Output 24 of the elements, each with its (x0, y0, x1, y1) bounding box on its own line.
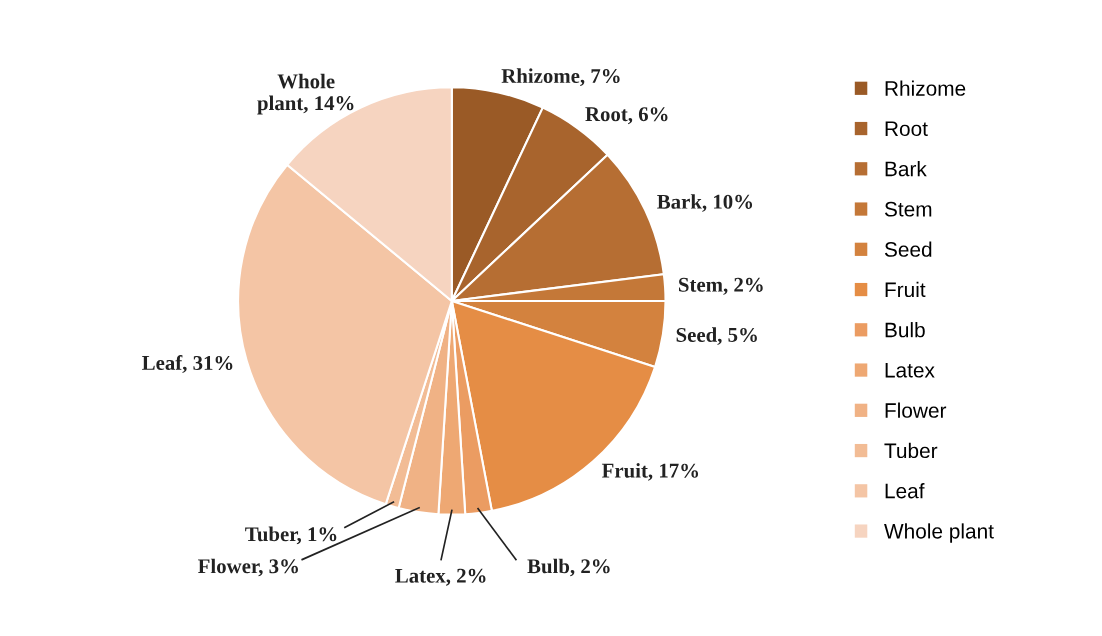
data-label: Bark, 10% (657, 194, 753, 212)
data-label: Tuber, 1% (245, 526, 337, 545)
legend-label: Bulb (885, 322, 925, 338)
legend-label: Root (885, 121, 928, 137)
legend-label: Flower (885, 402, 947, 418)
legend-label: Latex (885, 363, 935, 378)
data-label: Root, 6% (585, 107, 668, 125)
legend-label: Bark (885, 161, 927, 177)
data-label: Bulb, 2% (527, 558, 610, 577)
data-label: Leaf, 31% (142, 355, 233, 373)
legend-label: Whole plant (884, 523, 994, 543)
data-label: Fruit, 17% (601, 463, 699, 481)
data-label: Latex, 2% (395, 568, 486, 586)
legend-label: Tuber (884, 442, 938, 459)
data-label: Flower, 3% (198, 558, 298, 577)
legend-label: Fruit (885, 281, 926, 298)
legend-label: Leaf (885, 483, 925, 499)
data-label: Whole plant, 14% (257, 73, 354, 115)
data-label: Seed, 5% (676, 327, 757, 345)
data-label: Rhizome, 7% (501, 68, 620, 87)
data-label: Stem, 2% (679, 277, 763, 295)
legend-label: Rhizome (885, 80, 966, 96)
legend-label: Seed (884, 241, 932, 257)
legend-label: Stem (884, 201, 932, 217)
